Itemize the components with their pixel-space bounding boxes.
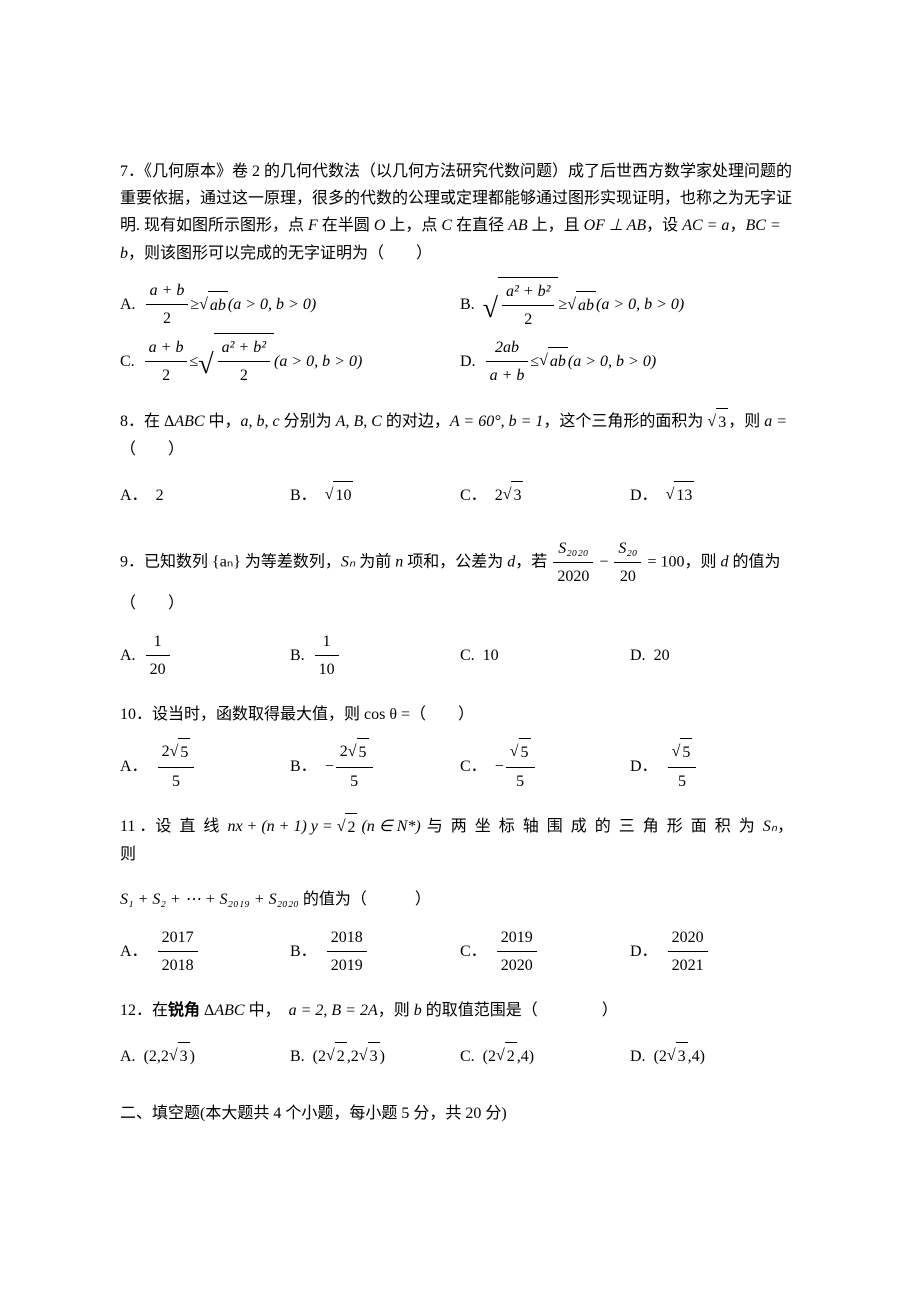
q10-opt-c: C．−√55 [460,738,630,795]
question-11: 11 ．设 直 线 nx + (n + 1) y = √2 (n ∈ N*) 与… [120,813,800,869]
question-8: 8．在 ΔABC 中，a, b, c 分别为 A, B, C 的对边，A = 6… [120,408,800,464]
question-10: 10．设当时，函数取得最大值，则 cos θ =（ ） [120,701,800,728]
cond: (a > 0, b > 0) [228,291,316,318]
sqrt: √ab [199,291,228,319]
q12-number: 12． [120,1002,152,1019]
q7-text-c: 上，点 [385,217,441,234]
sqrt: √ab [539,347,568,375]
q8-options: A．2 B．√10 C．2√3 D．√13 [120,473,800,517]
fraction: a + b2 [146,277,189,332]
op: ≥ [558,291,567,318]
q7-text-h: ，则该图形可以完成的无字证明为（ ） [128,245,432,262]
q10-opt-a: A．2√55 [120,738,290,795]
option-label: A. [120,291,136,318]
question-12: 12．在锐角 ΔABC 中， a = 2, B = 2A，则 b 的取值范围是（… [120,997,800,1024]
q7-opt-c: C. a + b2 ≤ √a² + b²2 (a > 0, b > 0) [120,333,460,389]
q12-opt-d: D.(2√3, 4) [630,1034,800,1078]
q9-opt-d: D.20 [630,628,800,683]
cond: (a > 0, b > 0) [568,348,656,375]
q10-number: 10． [120,706,152,723]
sqrt-frac: √a² + b²2 [483,277,559,333]
cond: (a > 0, b > 0) [596,291,684,318]
q9-options: A.120 B.110 C.10 D.20 [120,628,800,683]
option-label: C. [120,348,135,375]
q10-opt-d: D．√55 [630,738,800,795]
question-11b: S₁ + S₂ + ⋯ + S₂₀₁₉ + S₂₀₂₀ 的值为（ ） [120,886,800,913]
question-9: 9．已知数列 {aₙ} 为等差数列，Sₙ 为前 n 项和，公差为 d，若 S₂₀… [120,535,800,618]
q8-number: 8． [120,413,144,430]
q12-opt-b: B.(2√2, 2√3) [290,1034,460,1078]
q10-opt-b: B．−2√55 [290,738,460,795]
section-2-text: 二、填空题(本大题共 4 个小题，每小题 5 分，共 20 分) [120,1105,507,1122]
q7-number: 7． [120,163,144,180]
op: ≤ [189,348,198,375]
option-label: D. [460,348,476,375]
question-7: 7．《几何原本》卷 2 的几何代数法（以几何方法研究代数问题）成了后世西方数学家… [120,158,800,267]
q7-text-e: 上，且 [528,217,584,234]
sqrt: √ab [567,291,596,319]
q10-options: A．2√55 B．−2√55 C．−√55 D．√55 [120,738,800,795]
q8-opt-c: C．2√3 [460,473,630,517]
q12-opt-a: A.(2, 2√3) [120,1034,290,1078]
q11-opt-d: D．20202021 [630,924,800,979]
q9-opt-a: A.120 [120,628,290,683]
q7-O: O [374,217,386,234]
q7-AB: AB [508,217,528,234]
q12-opt-c: C.(2√2, 4) [460,1034,630,1078]
q9-number: 9． [120,553,144,570]
q7-F: F [308,217,318,234]
q9-opt-c: C.10 [460,628,630,683]
q12-options: A.(2, 2√3) B.(2√2, 2√3) C.(2√2, 4) D.(2√… [120,1034,800,1078]
q7-text-f: ，设 [646,217,682,234]
q7-opt-a: A. a + b2 ≥ √ab (a > 0, b > 0) [120,277,460,333]
q11-options: A．20172018 B．20182019 C．20192020 D．20202… [120,924,800,979]
q7-text-b: 在半圆 [318,217,374,234]
sqrt: √3 [707,408,728,436]
q9-opt-b: B.110 [290,628,460,683]
q7-opt-d: D. 2aba + b ≤ √ab (a > 0, b > 0) [460,333,800,389]
q7-perp: OF ⊥ AB [584,217,647,234]
option-label: B. [460,291,475,318]
q7-opt-b: B. √a² + b²2 ≥ √ab (a > 0, b > 0) [460,277,800,333]
section-2-heading: 二、填空题(本大题共 4 个小题，每小题 5 分，共 20 分) [120,1100,800,1127]
fraction: a + b2 [145,334,188,389]
q11-opt-b: B．20182019 [290,924,460,979]
q8-opt-d: D．√13 [630,473,800,517]
q11-opt-a: A．20172018 [120,924,290,979]
q7-ac: AC = a [682,217,729,234]
cond: (a > 0, b > 0) [274,348,362,375]
q11-number: 11 ． [120,818,155,835]
q7-text-d: 在直径 [452,217,508,234]
q7-C: C [441,217,452,234]
q8-opt-b: B．√10 [290,473,460,517]
q7-options: A. a + b2 ≥ √ab (a > 0, b > 0) B. √a² + … [120,277,800,390]
op: ≤ [530,348,539,375]
q11-opt-c: C．20192020 [460,924,630,979]
q7-text-g: ， [729,217,745,234]
op: ≥ [190,291,199,318]
q12-bold: 锐角 [168,1002,200,1019]
fraction: 2aba + b [486,334,529,389]
sqrt-frac: √a² + b²2 [198,333,274,389]
q8-opt-a: A．2 [120,473,290,517]
